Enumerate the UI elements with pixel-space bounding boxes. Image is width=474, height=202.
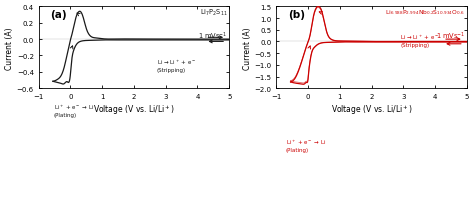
X-axis label: Voltage (V vs. Li/Li$^+$): Voltage (V vs. Li/Li$^+$) (93, 102, 175, 116)
Text: Li → Li$^+$ + e$^-$
(Stripping): Li → Li$^+$ + e$^-$ (Stripping) (400, 33, 439, 48)
Y-axis label: Current (A): Current (A) (5, 27, 14, 69)
Text: Li$^+$ + e$^-$ → Li
(Plating): Li$^+$ + e$^-$ → Li (Plating) (286, 138, 326, 153)
Text: Li → Li$^+$ + e$^-$
(Stripping): Li → Li$^+$ + e$^-$ (Stripping) (157, 58, 196, 73)
Text: Li$^+$ + e$^-$ → Li
(Plating): Li$^+$ + e$^-$ → Li (Plating) (54, 103, 94, 118)
X-axis label: Voltage (V vs. Li/Li$^+$): Voltage (V vs. Li/Li$^+$) (330, 102, 413, 116)
Text: Li$_{6.988}$P$_{2.994}$Nb$_{0.2}$S$_{10.934}$O$_{0.6}$: Li$_{6.988}$P$_{2.994}$Nb$_{0.2}$S$_{10.… (385, 8, 465, 17)
Text: (a): (a) (50, 10, 67, 20)
Text: 1 mVs$^{-1}$: 1 mVs$^{-1}$ (198, 30, 228, 41)
Text: (b): (b) (288, 10, 305, 20)
Text: 1 mVs$^{-1}$: 1 mVs$^{-1}$ (436, 30, 465, 41)
Text: Li$_7$P$_2$S$_{11}$: Li$_7$P$_2$S$_{11}$ (200, 8, 228, 18)
Y-axis label: Current (A): Current (A) (243, 27, 252, 69)
